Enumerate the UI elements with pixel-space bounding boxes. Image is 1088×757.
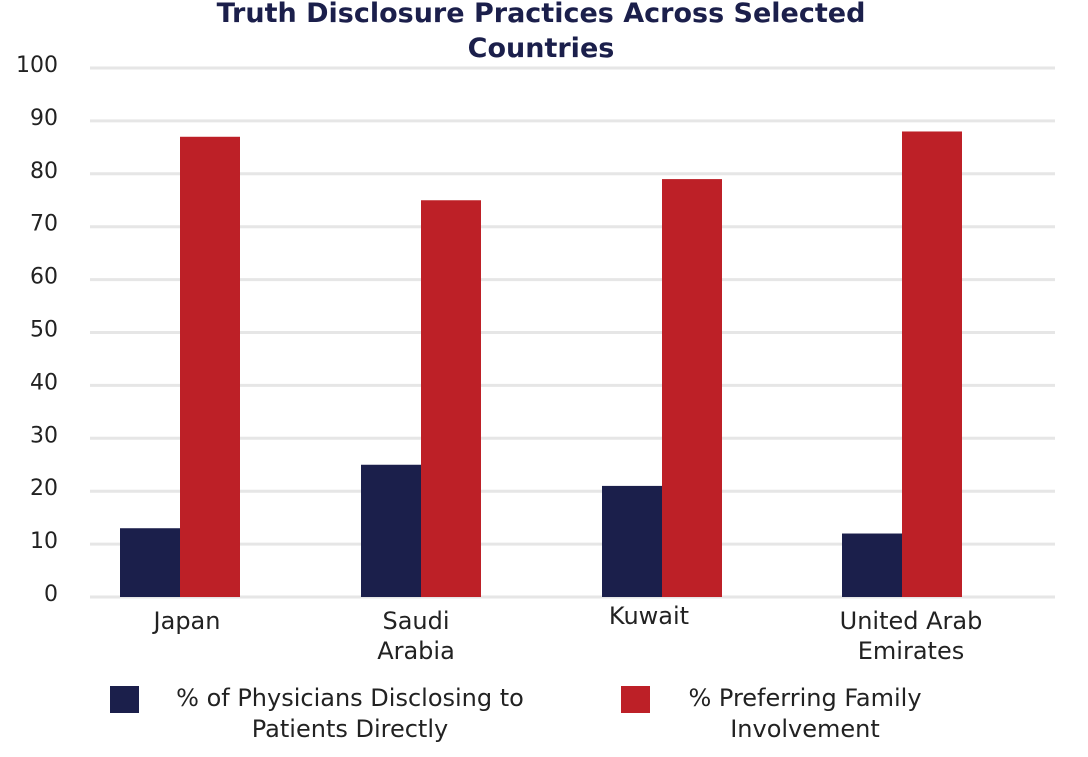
bar-family-involvement	[180, 136, 240, 597]
chart-title-line: Truth Disclosure Practices Across Select…	[217, 0, 866, 29]
y-tick-label: 0	[44, 582, 58, 607]
legend-label: Patients Directly	[252, 715, 448, 743]
bar-physicians-disclosing	[602, 485, 662, 597]
chart-title: Truth Disclosure Practices Across Select…	[217, 0, 866, 64]
bars	[120, 131, 962, 598]
bar-physicians-disclosing	[361, 464, 421, 597]
y-tick-label: 100	[16, 53, 58, 78]
legend-swatch	[621, 686, 650, 713]
y-tick-label: 50	[30, 318, 58, 343]
y-axis-ticks: 0 10 20 30 40 50 60 70 80 90 100	[16, 53, 58, 607]
x-category-label: Japan	[152, 607, 221, 635]
x-category-label: Kuwait	[609, 602, 689, 630]
y-tick-label: 60	[30, 265, 58, 290]
legend-swatch	[110, 686, 139, 713]
y-tick-label: 10	[30, 529, 58, 554]
legend: % of Physicians Disclosing to Patients Di…	[110, 684, 922, 743]
y-tick-label: 70	[30, 212, 58, 237]
x-category-label: Emirates	[858, 637, 964, 665]
legend-label: % Preferring Family	[688, 684, 921, 712]
bar-physicians-disclosing	[120, 528, 180, 597]
bar-physicians-disclosing	[842, 533, 902, 597]
x-category-label: United Arab	[840, 607, 983, 635]
gridlines	[90, 66, 1055, 599]
y-tick-label: 90	[30, 106, 58, 131]
legend-label: Involvement	[730, 715, 880, 743]
chart-title-line: Countries	[468, 33, 615, 64]
y-tick-label: 40	[30, 370, 58, 395]
bar-family-involvement	[902, 131, 962, 598]
bar-family-involvement	[662, 179, 722, 597]
y-tick-label: 80	[30, 159, 58, 184]
y-tick-label: 20	[30, 476, 58, 501]
y-tick-label: 30	[30, 423, 58, 448]
x-category-label: Arabia	[377, 637, 455, 665]
bar-family-involvement	[421, 200, 481, 597]
x-category-label: Saudi	[382, 607, 449, 635]
legend-label: % of Physicians Disclosing to	[176, 684, 524, 712]
